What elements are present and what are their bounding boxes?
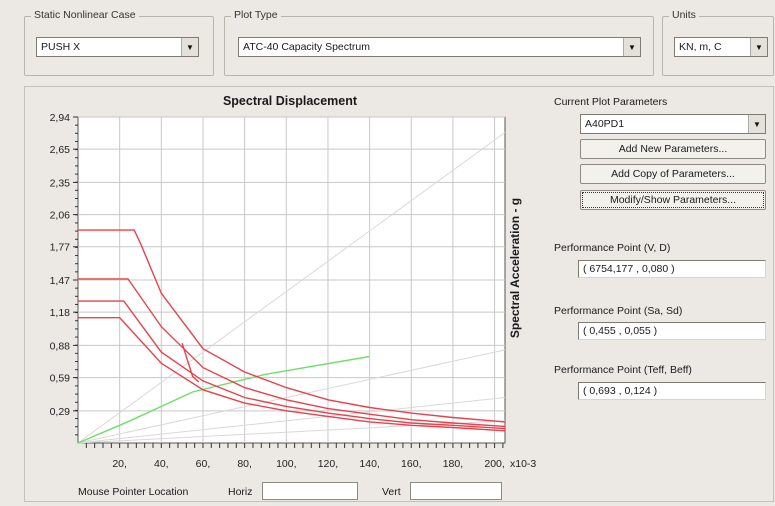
y-tick-label: 2,94 xyxy=(50,112,71,124)
plot-panel xyxy=(24,86,774,502)
chevron-down-icon[interactable]: ▼ xyxy=(181,38,198,56)
units-value: KN, m, C xyxy=(679,41,722,53)
mouse-vert-field xyxy=(410,482,502,500)
x-tick-label: 60, xyxy=(196,458,211,470)
x-multiplier-label: x10-3 xyxy=(510,458,536,470)
x-tick-label: 140, xyxy=(359,458,379,470)
period-curve xyxy=(77,397,506,444)
plot-type-group: Plot Type xyxy=(224,9,654,76)
y-tick-label: 2,06 xyxy=(50,210,71,222)
plot-type-value: ATC-40 Capacity Spectrum xyxy=(243,41,371,53)
plot-params-select[interactable]: A40PD1 ▼ xyxy=(580,114,766,134)
mouse-horiz-field xyxy=(262,482,358,500)
y-tick-label: 1,18 xyxy=(50,307,71,319)
chevron-down-icon[interactable]: ▼ xyxy=(748,115,765,133)
x-tick-label: 120, xyxy=(318,458,338,470)
units-select[interactable]: KN, m, C ▼ xyxy=(674,37,768,57)
chevron-down-icon[interactable]: ▼ xyxy=(623,38,640,56)
perf-sasd-value: ( 0,455 , 0,055 ) xyxy=(578,322,766,340)
capacity-curve xyxy=(77,355,370,444)
static-case-value: PUSH X xyxy=(41,41,81,53)
x-tick-label: 40, xyxy=(154,458,169,470)
period-curve xyxy=(77,349,506,444)
mouse-location-label: Mouse Pointer Location xyxy=(78,486,189,498)
y-axis-label: Spectral Acceleration - g xyxy=(508,197,522,339)
plot-params-label: Current Plot Parameters xyxy=(554,96,668,108)
y-tick-label: 1,77 xyxy=(50,242,71,254)
perf-vd-label: Performance Point (V, D) xyxy=(554,242,671,254)
units-group: Units xyxy=(662,9,774,76)
demand-curve xyxy=(78,278,506,428)
mouse-vert-label: Vert xyxy=(382,486,401,498)
modify-show-parameters-button[interactable]: Modify/Show Parameters... xyxy=(580,190,766,210)
x-tick-label: 100, xyxy=(276,458,296,470)
x-tick-label: 80, xyxy=(237,458,252,470)
y-tick-label: 0,59 xyxy=(50,373,71,385)
demand-curve xyxy=(181,342,200,383)
static-case-group: Static Nonlinear Case xyxy=(24,9,214,76)
perf-vd-value: ( 6754,177 , 0,080 ) xyxy=(578,260,766,278)
perf-sasd-label: Performance Point (Sa, Sd) xyxy=(554,305,683,317)
x-tick-label: 180, xyxy=(443,458,463,470)
mouse-horiz-label: Horiz xyxy=(228,486,253,498)
y-tick-label: 2,65 xyxy=(50,144,71,156)
x-tick-label: 200, xyxy=(484,458,504,470)
perf-teff-label: Performance Point (Teff, Beff) xyxy=(554,364,692,376)
add-copy-parameters-button[interactable]: Add Copy of Parameters... xyxy=(580,164,766,184)
plot-type-select[interactable]: ATC-40 Capacity Spectrum ▼ xyxy=(238,37,641,57)
x-tick-label: 20, xyxy=(112,458,127,470)
add-new-parameters-button[interactable]: Add New Parameters... xyxy=(580,139,766,159)
units-label: Units xyxy=(669,9,699,21)
plot-type-label: Plot Type xyxy=(231,9,281,21)
chevron-down-icon[interactable]: ▼ xyxy=(750,38,767,56)
x-tick-label: 160, xyxy=(401,458,421,470)
static-case-select[interactable]: PUSH X ▼ xyxy=(36,37,199,57)
period-curve xyxy=(77,132,506,444)
y-tick-label: 0,29 xyxy=(50,406,71,418)
chart-title: Spectral Displacement xyxy=(222,94,358,108)
y-tick-label: 1,47 xyxy=(50,275,71,287)
demand-curve xyxy=(78,317,506,432)
perf-teff-value: ( 0,693 , 0,124 ) xyxy=(578,382,766,400)
y-tick-label: 0,88 xyxy=(50,340,71,352)
demand-curve xyxy=(78,300,506,430)
plot-params-value: A40PD1 xyxy=(585,118,625,130)
static-case-label: Static Nonlinear Case xyxy=(31,9,139,21)
y-tick-label: 2,35 xyxy=(50,177,71,189)
demand-curve xyxy=(78,229,506,423)
